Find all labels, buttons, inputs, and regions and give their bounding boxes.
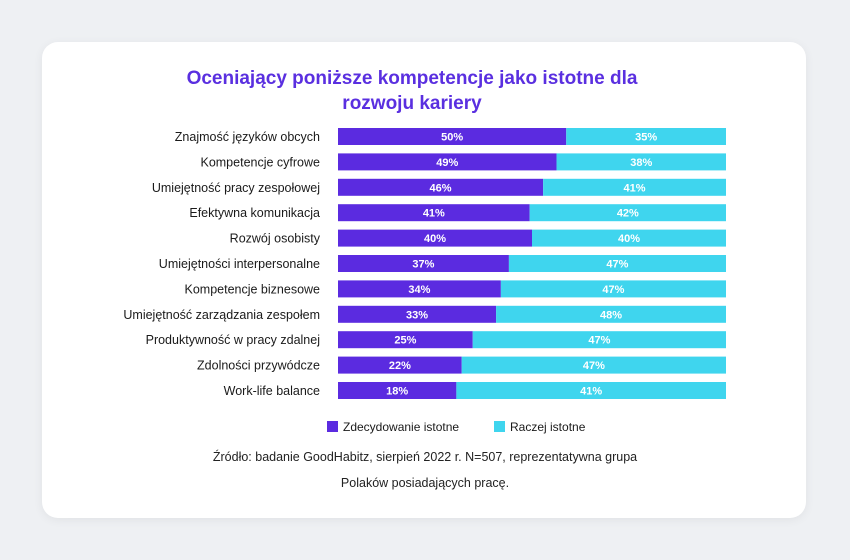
- data-label-raczej-istotne: 41%: [580, 386, 602, 398]
- bar-segment-zdecydowanie-istotne: [338, 178, 544, 196]
- data-label-zdecydowanie-istotne: 46%: [430, 182, 452, 194]
- bar-segment-zdecydowanie-istotne: [338, 356, 462, 374]
- category-label: Znajmość języków obcych: [175, 130, 320, 144]
- bar-segment-zdecydowanie-istotne: [338, 229, 532, 247]
- category-label: Efektywna komunikacja: [189, 206, 320, 220]
- data-label-zdecydowanie-istotne: 22%: [389, 360, 411, 372]
- bar-segment-raczej-istotne: [496, 305, 726, 323]
- data-label-raczej-istotne: 42%: [617, 208, 639, 220]
- chart-title-line-2: rozwoju kariery: [342, 93, 482, 114]
- bar-segment-raczej-istotne: [566, 128, 726, 145]
- data-label-raczej-istotne: 40%: [618, 233, 640, 245]
- bar-segment-raczej-istotne: [532, 229, 726, 247]
- data-label-raczej-istotne: 48%: [600, 309, 622, 321]
- data-label-zdecydowanie-istotne: 49%: [436, 157, 458, 169]
- bar-segment-zdecydowanie-istotne: [338, 153, 557, 171]
- bar-segment-raczej-istotne: [529, 204, 726, 222]
- bar-segment-zdecydowanie-istotne: [338, 331, 473, 349]
- data-label-raczej-istotne: 47%: [602, 284, 624, 296]
- bar-segment-raczej-istotne: [461, 356, 726, 374]
- data-label-zdecydowanie-istotne: 33%: [406, 309, 428, 321]
- category-label: Kompetencje cyfrowe: [200, 155, 320, 169]
- bar-segment-raczej-istotne: [556, 153, 726, 171]
- legend-label-raczej-istotne: Raczej istotne: [510, 420, 586, 434]
- data-label-zdecydowanie-istotne: 37%: [412, 259, 434, 271]
- bar-segment-zdecydowanie-istotne: [338, 305, 497, 323]
- category-label: Umiejętność pracy zespołowej: [152, 181, 320, 195]
- data-label-zdecydowanie-istotne: 40%: [424, 233, 446, 245]
- chart-title: Oceniający poniższe kompetencje jako ist…: [0, 66, 824, 116]
- data-label-zdecydowanie-istotne: 34%: [408, 284, 430, 296]
- bar-segment-raczej-istotne: [543, 178, 726, 196]
- data-label-zdecydowanie-istotne: 50%: [441, 132, 463, 144]
- data-label-zdecydowanie-istotne: 41%: [423, 208, 445, 220]
- bar-segment-zdecydowanie-istotne: [338, 128, 567, 145]
- category-label: Kompetencje biznesowe: [185, 282, 321, 296]
- bar-segment-zdecydowanie-istotne: [338, 280, 501, 298]
- category-label: Zdolności przywódcze: [197, 359, 320, 373]
- category-label: Umiejętność zarządzania zespołem: [123, 308, 320, 322]
- bar-segment-zdecydowanie-istotne: [338, 255, 509, 272]
- bar-segment-raczej-istotne: [500, 280, 726, 298]
- bar-segment-raczej-istotne: [456, 382, 726, 399]
- legend-swatch-raczej-istotne: [494, 421, 505, 432]
- legend-label-zdecydowanie-istotne: Zdecydowanie istotne: [343, 420, 459, 434]
- data-label-raczej-istotne: 47%: [606, 259, 628, 271]
- legend-swatch-zdecydowanie-istotne: [327, 421, 338, 432]
- data-label-zdecydowanie-istotne: 25%: [394, 335, 416, 347]
- category-label: Work-life balance: [224, 384, 320, 398]
- source-note-line-1: Źródło: badanie GoodHabitz, sierpień 202…: [212, 450, 638, 464]
- data-label-raczej-istotne: 41%: [624, 182, 646, 194]
- data-label-raczej-istotne: 38%: [630, 157, 652, 169]
- data-label-raczej-istotne: 35%: [635, 132, 657, 144]
- bar-segment-raczej-istotne: [508, 255, 726, 272]
- category-label: Umiejętności interpersonalne: [159, 257, 320, 271]
- data-label-raczej-istotne: 47%: [588, 335, 610, 347]
- chart-title-line-1: Oceniający poniższe kompetencje jako ist…: [186, 68, 638, 89]
- data-label-zdecydowanie-istotne: 18%: [386, 386, 408, 398]
- chart-card: [42, 42, 806, 518]
- category-label: Rozwój osobisty: [230, 232, 321, 246]
- bar-segment-zdecydowanie-istotne: [338, 204, 530, 222]
- category-label: Produktywność w pracy zdalnej: [146, 333, 320, 347]
- bar-segment-zdecydowanie-istotne: [338, 382, 457, 399]
- bar-segment-raczej-istotne: [472, 331, 726, 349]
- data-label-raczej-istotne: 47%: [583, 360, 605, 372]
- source-note-line-2: Polaków posiadających pracę.: [340, 476, 510, 490]
